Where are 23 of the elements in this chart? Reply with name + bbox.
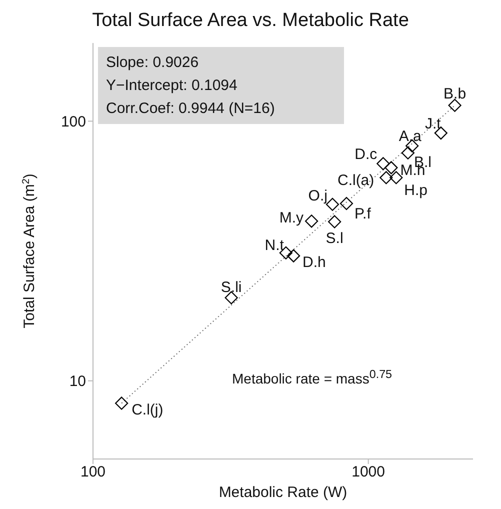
annotation: Y−Intercept: 0.1094 xyxy=(106,76,238,96)
annotation: O.j xyxy=(308,188,328,205)
annotation: B.b xyxy=(444,86,466,103)
chart-title: Total Surface Area vs. Metabolic Rate xyxy=(91,10,410,32)
annotation: J.t xyxy=(424,115,442,132)
annotation: C.l(a) xyxy=(338,172,374,189)
annotation: A.a xyxy=(398,128,422,146)
annotation: M.y xyxy=(279,209,304,226)
annotation: C.l(j) xyxy=(132,401,164,418)
x-axis-title: Metabolic Rate (W) xyxy=(218,484,348,501)
annotation: Slope: 0.9026 xyxy=(106,53,200,73)
y-tick-label: 10 xyxy=(69,373,86,390)
x-tick-label: 1000 xyxy=(352,464,386,481)
annotation: S.l xyxy=(326,230,344,247)
annotation: D.h xyxy=(302,254,326,272)
annotation: Corr.Coef: 0.9944 (N=16) xyxy=(106,99,276,119)
text-box: Slope: 0.9026 Y−Intercept: 0.1094 Corr.Coef: 0.9944 (N=16) xyxy=(98,47,344,124)
annotation: D.c xyxy=(354,146,378,163)
annotation: H.p xyxy=(404,182,428,199)
annotation: Metabolic rate = mass$^{0.75}$ xyxy=(232,368,392,387)
annotation: P.f xyxy=(354,206,372,223)
annotation: S.li xyxy=(220,278,242,296)
annotation: N.t xyxy=(264,237,285,254)
